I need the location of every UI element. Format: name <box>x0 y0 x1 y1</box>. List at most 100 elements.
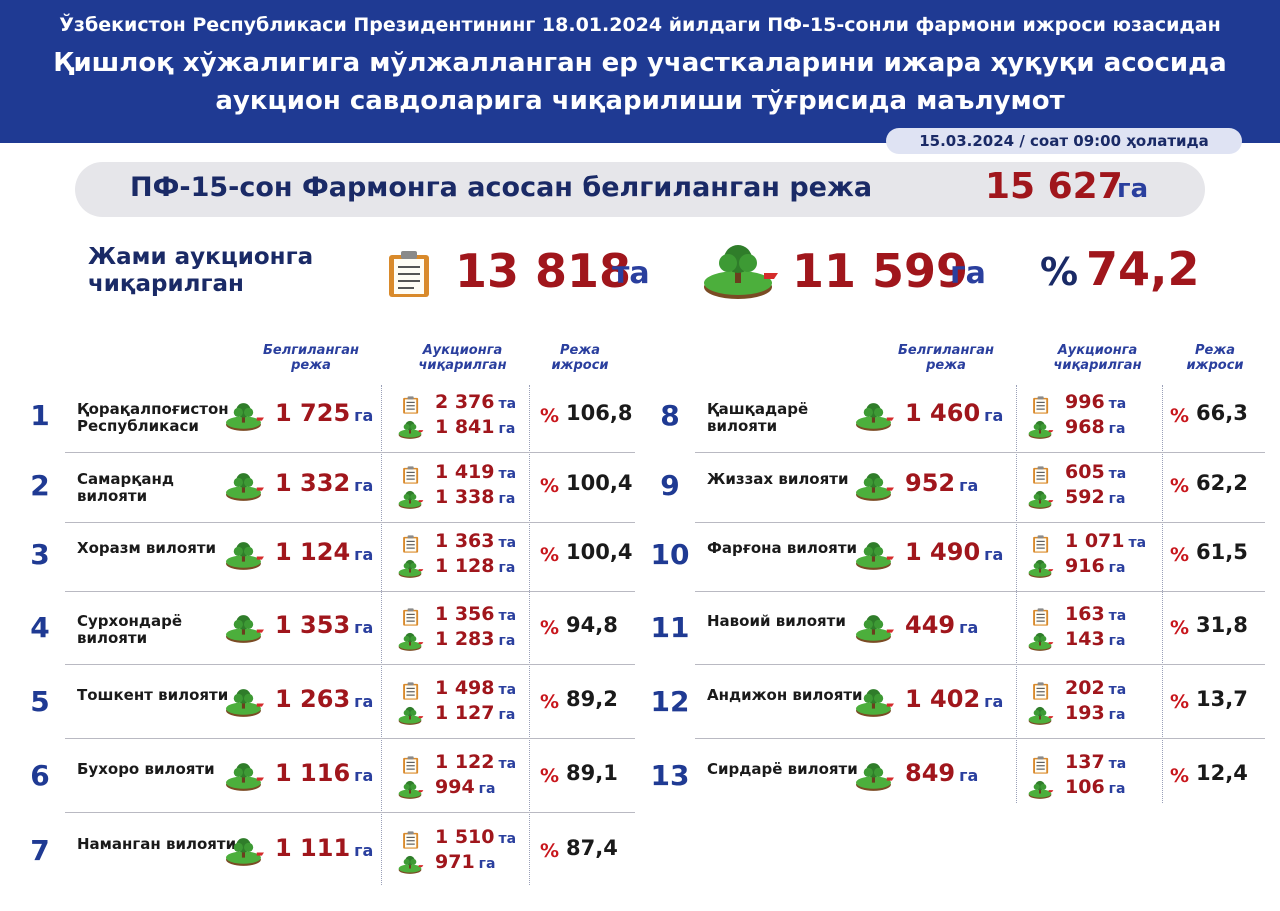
region-percent-sign: % <box>540 475 560 497</box>
region-area-value: 1 127 <box>435 702 495 724</box>
totals-area-unit: га <box>950 256 986 291</box>
land-tree-icon <box>855 762 895 798</box>
region-plan: 1 111 га <box>275 834 373 862</box>
region-percent-sign: % <box>540 691 560 713</box>
col-head-auction-left: Аукционга чиқарилган <box>418 343 507 373</box>
region-lots-value: 1 363 <box>435 530 495 552</box>
region-number: 11 <box>650 611 690 644</box>
col-head-exec-right: Режа ижроси <box>1186 343 1244 373</box>
region-area-unit: га <box>1108 491 1126 507</box>
region-percent: 12,4 <box>1196 761 1248 785</box>
region-lots-unit: та <box>498 756 517 772</box>
region-lots: 996 та <box>1065 391 1126 413</box>
row-divider <box>695 522 1265 523</box>
region-lots: 163 та <box>1065 603 1126 625</box>
region-area: 1 841 га <box>435 416 515 438</box>
col-head-plan-right: Белгиланган режа <box>898 343 994 373</box>
region-area-value: 106 <box>1065 776 1105 798</box>
table-row: 10 Фарғона вилояти 1 490 га 1 071 та 916 га% 61,… <box>645 524 1265 594</box>
region-plan-unit: га <box>984 692 1004 711</box>
region-percent-sign: % <box>1170 544 1190 566</box>
region-name: Наманган вилояти <box>77 835 237 853</box>
row-divider <box>65 664 635 665</box>
region-lots-unit: та <box>1108 756 1127 772</box>
region-lots-value: 996 <box>1065 391 1105 413</box>
totals-area: 11 599 <box>792 244 969 298</box>
region-plan-unit: га <box>354 545 374 564</box>
region-plan: 1 124 га <box>275 538 373 566</box>
region-plan: 1 490 га <box>905 538 1003 566</box>
region-lots: 1 498 та <box>435 677 516 699</box>
region-lots-unit: та <box>1108 682 1127 698</box>
region-area-value: 1 128 <box>435 555 495 577</box>
region-lots-value: 1 356 <box>435 603 495 625</box>
region-plan-value: 952 <box>905 469 956 497</box>
region-lots-unit: та <box>498 535 517 551</box>
region-lots-value: 137 <box>1065 751 1105 773</box>
region-plan-value: 1 111 <box>275 834 351 862</box>
region-lots: 202 та <box>1065 677 1126 699</box>
region-area: 1 128 га <box>435 555 515 577</box>
region-area: 1 283 га <box>435 628 515 650</box>
region-name: Қашқадарё вилояти <box>707 400 809 435</box>
region-number: 13 <box>650 759 690 792</box>
clipboard-icon <box>386 249 434 303</box>
land-tree-icon <box>398 559 424 584</box>
land-tree-icon <box>855 688 895 724</box>
region-area-unit: га <box>498 633 516 649</box>
region-area-value: 916 <box>1065 555 1105 577</box>
region-percent: 31,8 <box>1196 613 1248 637</box>
row-divider <box>65 522 635 523</box>
totals-lots-unit: та <box>612 256 650 291</box>
region-area-unit: га <box>1108 707 1126 723</box>
region-name: Бухоро вилояти <box>77 760 215 778</box>
table-row: 2 Самарқанд вилояти 1 332 га 1 419 та 1 338 га%… <box>15 455 635 525</box>
region-percent: 94,8 <box>566 613 618 637</box>
region-percent-sign: % <box>1170 765 1190 787</box>
land-tree-icon <box>1028 559 1054 584</box>
row-divider <box>65 452 635 453</box>
clipboard-icon <box>402 607 420 631</box>
region-area-value: 971 <box>435 851 475 873</box>
land-tree-icon <box>1028 420 1054 445</box>
region-plan-value: 1 332 <box>275 469 351 497</box>
region-plan: 952 га <box>905 469 978 497</box>
clipboard-icon <box>402 830 420 854</box>
region-plan: 1 460 га <box>905 399 1003 427</box>
region-plan-value: 449 <box>905 611 956 639</box>
land-tree-icon <box>225 688 265 724</box>
clipboard-icon <box>1032 755 1050 779</box>
region-lots-value: 1 498 <box>435 677 495 699</box>
region-name: Навоий вилояти <box>707 612 846 630</box>
region-number: 4 <box>30 611 50 644</box>
region-number: 2 <box>30 469 50 502</box>
land-tree-icon <box>398 632 424 657</box>
region-number: 12 <box>650 685 690 718</box>
region-plan: 1 263 га <box>275 685 373 713</box>
land-tree-icon <box>225 614 265 650</box>
region-name: Жиззах вилояти <box>707 470 849 488</box>
row-divider <box>65 738 635 739</box>
region-number: 3 <box>30 538 50 571</box>
header-banner: Ўзбекистон Республикаси Президентининг 1… <box>0 0 1280 143</box>
row-divider <box>65 591 635 592</box>
region-plan-value: 849 <box>905 759 956 787</box>
table-row: 4 Сурхондарё вилояти 1 353 га 1 356 та 1 283 га… <box>15 597 635 667</box>
region-percent: 89,2 <box>566 687 618 711</box>
region-number: 8 <box>660 399 680 432</box>
land-tree-icon <box>1028 632 1054 657</box>
region-plan-value: 1 460 <box>905 399 981 427</box>
land-tree-icon <box>398 420 424 445</box>
col-head-plan-left: Белгиланган режа <box>263 343 359 373</box>
region-plan-unit: га <box>984 406 1004 425</box>
clipboard-icon <box>402 534 420 558</box>
region-area: 1 127 га <box>435 702 515 724</box>
region-lots-unit: та <box>498 396 517 412</box>
region-area-value: 592 <box>1065 486 1105 508</box>
region-name: Самарқанд вилояти <box>77 470 175 505</box>
land-tree-icon <box>398 780 424 805</box>
table-row: 1 Қорақалпоғистон Республикаси 1 725 га 2 37… <box>15 385 635 455</box>
region-plan: 1 116 га <box>275 759 373 787</box>
region-lots-unit: та <box>1108 608 1127 624</box>
header-subtitle: Ўзбекистон Республикаси Президентининг 1… <box>59 14 1221 36</box>
